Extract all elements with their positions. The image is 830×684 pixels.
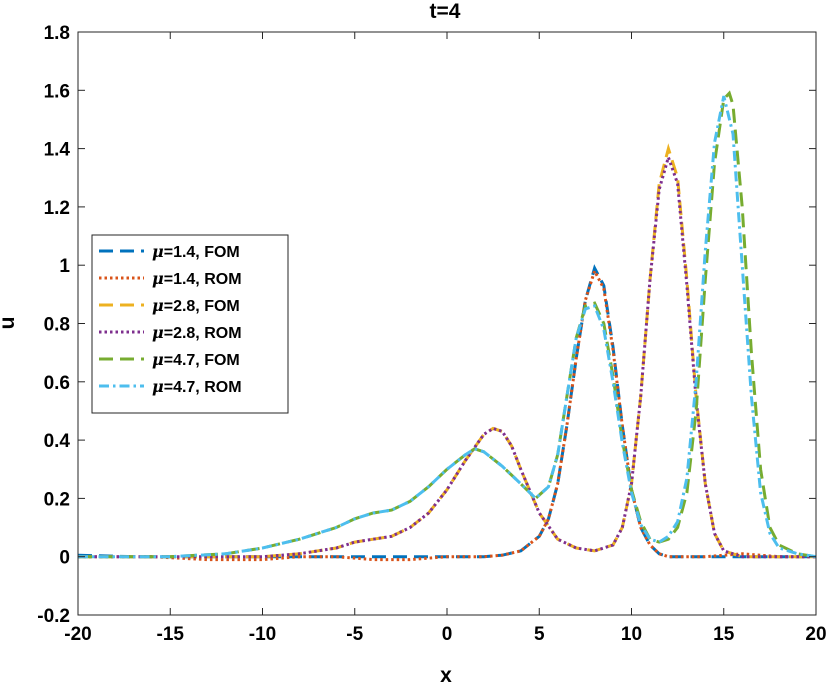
- series-line-6: [78, 95, 816, 559]
- y-tick-label: 1.4: [44, 140, 71, 161]
- legend: μ=1.4, FOM μ=1.4, ROM μ=2.8, FOM μ=2.8, ROM…: [91, 234, 289, 414]
- x-tick-label: 20: [805, 624, 826, 645]
- y-tick-label: 0: [59, 548, 70, 569]
- legend-label: μ=1.4, FOM: [152, 242, 240, 261]
- y-tick-label: -0.2: [37, 606, 70, 627]
- series-line-5: [78, 90, 816, 559]
- y-tick-label: 1.6: [44, 81, 70, 102]
- legend-label: μ=1.4, ROM: [152, 269, 242, 288]
- series-line-4: [78, 152, 816, 559]
- legend-label: μ=4.7, FOM: [152, 350, 240, 369]
- x-tick-label: -15: [157, 624, 185, 645]
- x-tick-label: -5: [346, 624, 363, 645]
- y-tick-label: 0.8: [44, 315, 70, 336]
- legend-label: μ=2.8, FOM: [152, 296, 240, 315]
- y-tick-label: 0.4: [44, 431, 71, 452]
- y-tick-label: 0.6: [44, 373, 70, 394]
- x-tick-label: 0: [442, 624, 453, 645]
- series-line-2: [78, 267, 816, 562]
- x-tick-label: -10: [249, 624, 276, 645]
- legend-box: [91, 234, 289, 414]
- ticks-group: -20 -15 -10 -5 0 5 10 15 20 -0.2 0 0.2 0.4 0.6 0.8 1 1.2…: [37, 23, 826, 645]
- y-tick-label: 1.8: [44, 23, 70, 44]
- series-group: [78, 90, 816, 562]
- y-tick-label: 0.2: [44, 489, 70, 510]
- legend-label: μ=2.8, ROM: [152, 323, 242, 342]
- y-axis-label: u: [0, 317, 19, 330]
- series-line-1: [78, 264, 816, 559]
- x-axis-label: x: [440, 664, 452, 684]
- y-tick-label: 1.2: [44, 198, 70, 219]
- x-tick-label: 10: [621, 624, 642, 645]
- x-tick-label: 5: [534, 624, 545, 645]
- x-tick-label: -20: [64, 624, 91, 645]
- x-tick-label: 15: [713, 624, 735, 645]
- legend-label: μ=4.7, ROM: [152, 377, 242, 396]
- chart-title: t=4: [430, 0, 461, 23]
- y-tick-label: 1: [59, 256, 70, 277]
